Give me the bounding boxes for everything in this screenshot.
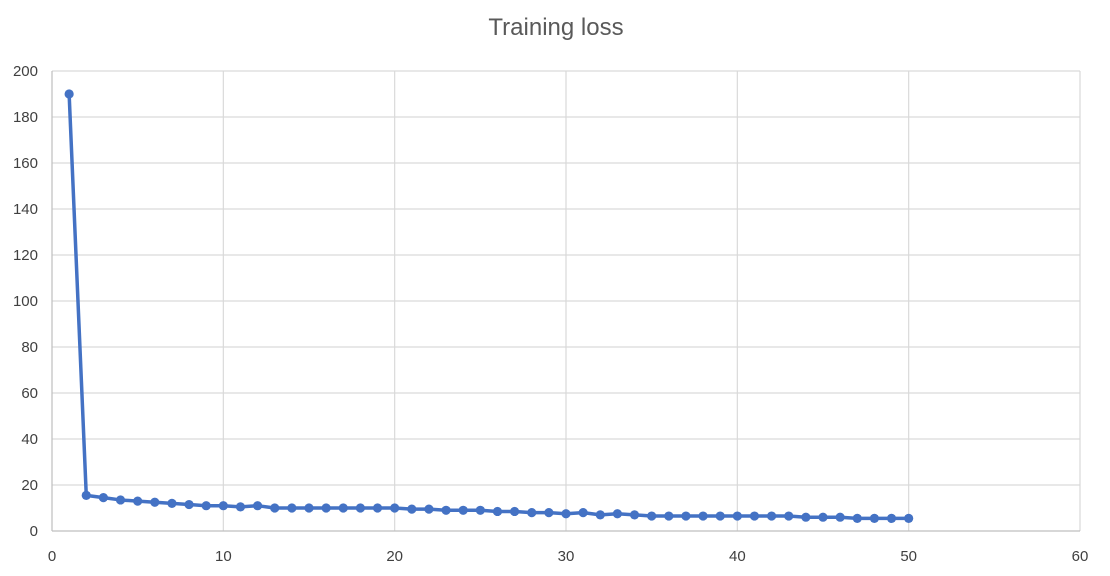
y-tick-label: 20: [21, 477, 38, 494]
data-point: [167, 498, 177, 508]
data-point: [801, 512, 811, 522]
y-tick-label: 200: [13, 63, 38, 80]
data-point: [201, 501, 211, 511]
data-point: [338, 503, 348, 513]
data-point: [321, 503, 331, 513]
data-point: [355, 503, 365, 513]
y-tick-label: 180: [13, 109, 38, 126]
data-point: [767, 511, 777, 521]
data-point: [235, 502, 246, 512]
data-point: [287, 503, 297, 513]
y-tick-label: 140: [13, 201, 38, 218]
data-point: [835, 512, 845, 522]
data-point: [475, 505, 485, 515]
data-point: [372, 503, 383, 513]
x-tick-label: 60: [1072, 548, 1089, 565]
data-point: [664, 511, 674, 521]
data-point: [527, 507, 537, 518]
data-point: [150, 497, 160, 507]
data-point: [784, 511, 794, 521]
data-point: [441, 505, 451, 515]
data-point: [218, 501, 228, 511]
series-line: [67, 92, 911, 521]
y-tick-label: 100: [13, 293, 38, 310]
data-point: [886, 513, 897, 523]
data-point: [749, 511, 760, 521]
y-tick-label: 0: [30, 523, 38, 540]
x-tick-label: 40: [729, 548, 746, 565]
x-tick-label: 0: [48, 548, 56, 565]
grid: [52, 70, 1081, 531]
data-point: [818, 512, 828, 522]
data-point: [509, 506, 520, 517]
data-point: [424, 504, 434, 514]
x-tick-label: 50: [900, 548, 917, 565]
data-point: [390, 503, 400, 513]
data-point: [81, 490, 91, 500]
data-point: [869, 513, 880, 523]
data-point: [647, 511, 657, 521]
data-point: [578, 507, 588, 518]
data-point: [629, 510, 640, 520]
data-point: [852, 513, 862, 523]
y-tick-label: 80: [21, 339, 38, 356]
data-point: [612, 509, 623, 519]
data-point: [115, 495, 126, 505]
data-point: [458, 505, 468, 515]
data-point: [595, 510, 605, 520]
data-point: [904, 513, 914, 523]
data-point: [184, 499, 194, 510]
y-tick-label: 160: [13, 155, 38, 172]
y-tick-label: 120: [13, 247, 38, 264]
x-tick-label: 10: [215, 548, 232, 565]
y-tick-label: 60: [21, 385, 38, 402]
y-tick-label: 40: [21, 431, 38, 448]
x-tick-label: 20: [386, 548, 403, 565]
series: [64, 89, 914, 523]
data-point: [270, 503, 280, 513]
data-point: [304, 503, 314, 513]
data-point: [253, 501, 263, 511]
data-point: [98, 493, 108, 503]
data-point: [698, 511, 708, 521]
data-point: [544, 507, 554, 518]
data-point: [715, 511, 725, 521]
data-point: [561, 509, 571, 519]
x-tick-label: 30: [558, 548, 575, 565]
axes: 0 20 40 60 80 100 120 140 160 180 200 0 10 20 30 40 50 60: [13, 63, 1088, 565]
data-point: [133, 496, 143, 506]
data-point: [64, 89, 74, 99]
data-point: [681, 511, 691, 521]
data-point: [407, 504, 417, 514]
data-point: [732, 511, 742, 521]
data-point: [492, 506, 503, 517]
chart-title: Training loss: [488, 14, 623, 41]
